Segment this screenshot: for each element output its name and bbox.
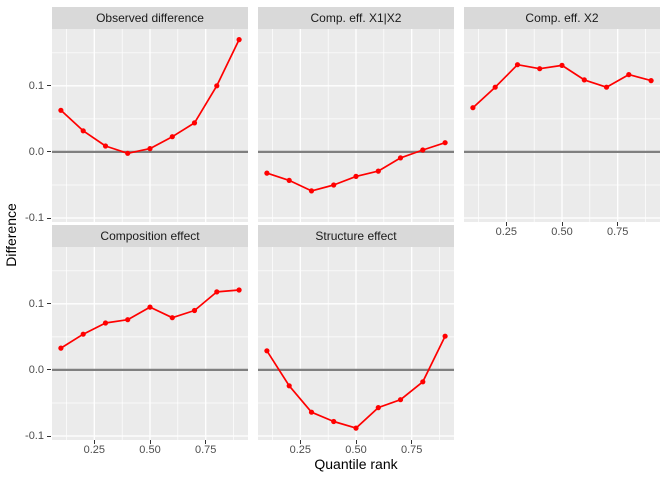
x-axis-tick-mark xyxy=(205,440,207,444)
facet-comp-eff-x2: Comp. eff. X2 xyxy=(464,7,660,222)
x-axis-tick-mark xyxy=(149,440,151,444)
facet-strip-comp-eff-x2: Comp. eff. X2 xyxy=(464,7,660,29)
y-axis-tick-label: 0.1 xyxy=(28,79,44,92)
x-axis-tick-mark xyxy=(505,222,507,226)
x-axis-tick-label: 0.75 xyxy=(606,226,629,238)
x-axis-tick-mark xyxy=(411,440,413,444)
facet-strip-label: Comp. eff. X2 xyxy=(525,11,599,25)
facet-strip-observed-difference: Observed difference xyxy=(52,7,248,29)
x-axis-tick-label: 0.50 xyxy=(345,444,367,456)
facet-panel-comp-eff-x2 xyxy=(464,29,660,222)
x-axis-tick-mark xyxy=(617,222,619,226)
y-axis-tick-mark xyxy=(47,151,51,153)
y-axis-tick-label: 0.1 xyxy=(28,297,44,310)
facet-composition-effect: Composition effect xyxy=(52,225,248,440)
y-axis-tick-label: 0.0 xyxy=(28,145,44,158)
facet-strip-label: Structure effect xyxy=(315,229,397,243)
facet-strip-structure-effect: Structure effect xyxy=(258,225,454,247)
y-axis-tick-mark xyxy=(47,435,51,437)
facet-strip-label: Observed difference xyxy=(96,11,204,25)
x-axis-tick-label: 0.25 xyxy=(289,444,312,456)
y-axis-tick-label: 0.0 xyxy=(28,363,44,376)
x-axis-tick-label: 0.25 xyxy=(83,444,106,456)
x-axis-tick-mark xyxy=(93,440,95,444)
facet-strip-composition-effect: Composition effect xyxy=(52,225,248,247)
y-axis-tick-mark xyxy=(47,369,51,371)
y-axis-tick-mark xyxy=(47,217,51,219)
x-axis-tick-label: 0.75 xyxy=(194,444,217,456)
facet-structure-effect: Structure effect xyxy=(258,225,454,440)
facet-comp-eff-x1x2: Comp. eff. X1|X2 xyxy=(258,7,454,222)
facet-panel-comp-eff-x1x2 xyxy=(258,29,454,222)
facet-panel-observed-difference xyxy=(52,29,248,222)
x-axis-tick-mark xyxy=(355,440,357,444)
x-axis-title: Quantile rank xyxy=(314,456,398,472)
y-axis-tick-label: -0.1 xyxy=(25,430,44,443)
facet-panel-composition-effect xyxy=(52,247,248,440)
facet-panel-structure-effect xyxy=(258,247,454,440)
y-axis-title: Difference xyxy=(3,203,19,267)
facet-strip-label: Comp. eff. X1|X2 xyxy=(310,11,402,25)
x-axis-tick-label: 0.25 xyxy=(495,226,518,238)
x-axis-tick-label: 0.50 xyxy=(551,226,573,238)
y-axis-tick-mark xyxy=(47,85,51,87)
x-axis-tick-label: 0.50 xyxy=(139,444,161,456)
y-axis-tick-mark xyxy=(47,303,51,305)
y-axis-tick-label: -0.1 xyxy=(25,212,44,225)
x-axis-tick-mark xyxy=(561,222,563,226)
x-axis-tick-label: 0.75 xyxy=(400,444,423,456)
facet-observed-difference: Observed difference xyxy=(52,7,248,222)
x-axis-tick-mark xyxy=(299,440,301,444)
facet-strip-label: Composition effect xyxy=(100,229,200,243)
facet-strip-comp-eff-x1x2: Comp. eff. X1|X2 xyxy=(258,7,454,29)
